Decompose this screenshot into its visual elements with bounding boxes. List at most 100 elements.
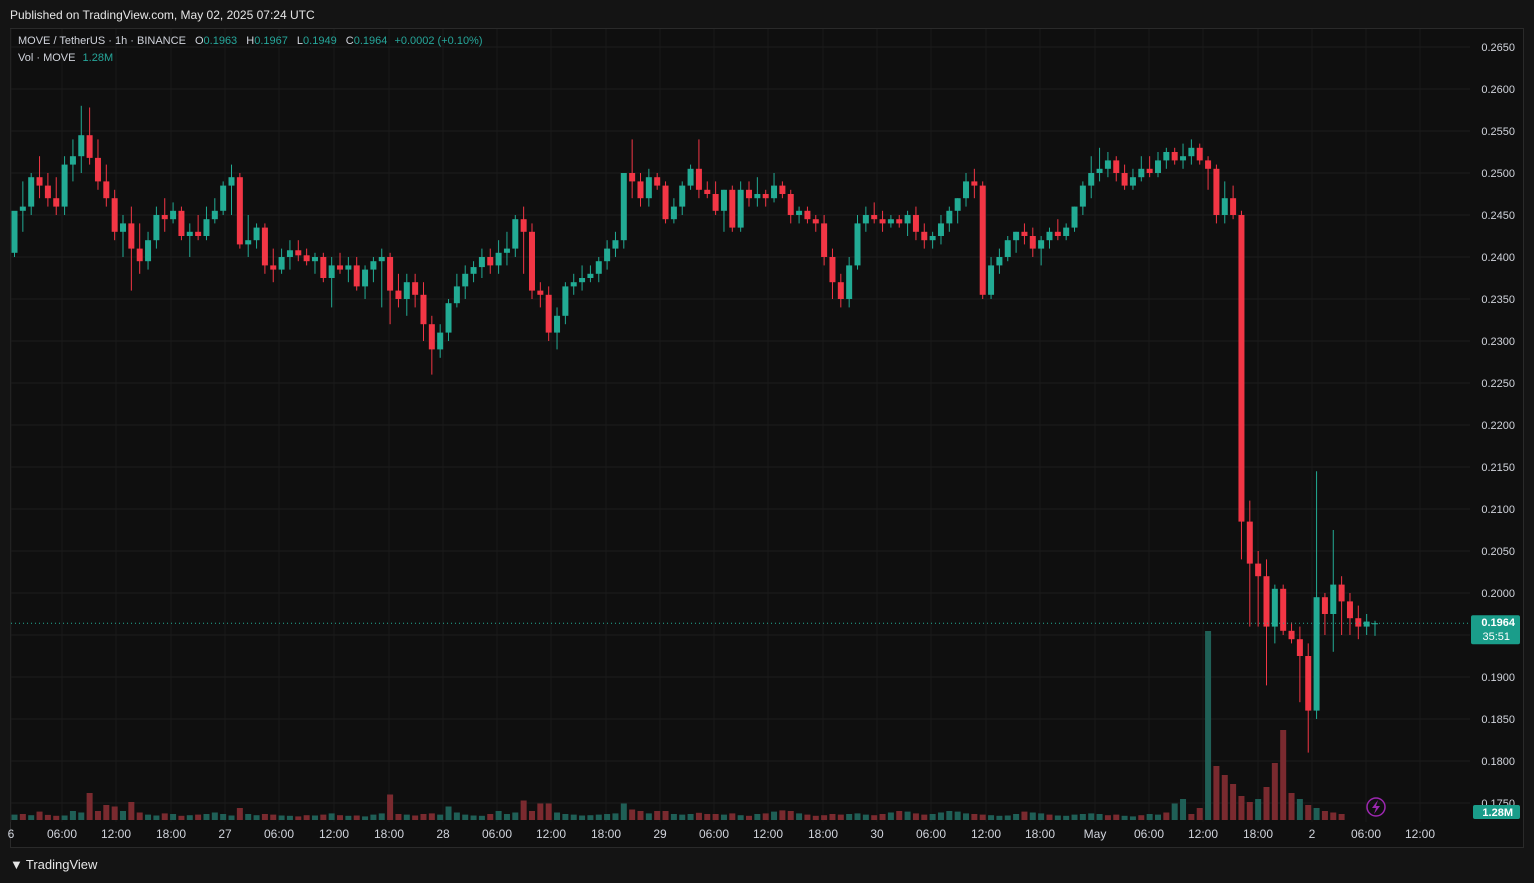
price-tick-label: 0.2400 bbox=[1481, 252, 1515, 264]
tradingview-brand[interactable]: ▼ TradingView bbox=[10, 857, 97, 872]
lightning-icon[interactable] bbox=[1366, 797, 1386, 817]
candle-body bbox=[1346, 601, 1353, 619]
volume-bar bbox=[1263, 787, 1270, 820]
volume-bar bbox=[804, 814, 811, 820]
candle-body bbox=[19, 206, 26, 211]
volume-bar bbox=[1088, 813, 1095, 820]
symbol-legend[interactable]: MOVE / TetherUS · 1h · BINANCE O0.1963 H… bbox=[18, 35, 483, 47]
candle-body bbox=[679, 185, 686, 207]
volume-bar bbox=[1280, 730, 1287, 820]
volume-bar bbox=[111, 806, 118, 820]
volume-bar bbox=[1021, 811, 1028, 820]
candle-body bbox=[1029, 236, 1036, 249]
candle-body bbox=[220, 185, 227, 211]
symbol-title[interactable]: MOVE / TetherUS · 1h · BINANCE bbox=[18, 35, 186, 47]
time-tick-label: 12:00 bbox=[101, 827, 131, 841]
candle-body bbox=[353, 265, 360, 287]
volume-bar bbox=[829, 814, 836, 820]
volume-bar bbox=[1205, 631, 1212, 820]
candle-body bbox=[462, 273, 469, 287]
volume-bar bbox=[871, 815, 878, 820]
volume-bar bbox=[1188, 814, 1195, 820]
volume-bar bbox=[695, 812, 702, 820]
volume-bar bbox=[1138, 815, 1145, 820]
candle-body bbox=[120, 223, 127, 232]
volume-bar bbox=[704, 814, 711, 820]
volume-bar bbox=[1271, 763, 1278, 820]
volume-bar bbox=[261, 814, 268, 820]
candle-body bbox=[1021, 231, 1028, 236]
candle-body bbox=[253, 227, 260, 241]
candle-body bbox=[1096, 168, 1103, 173]
candle-body bbox=[579, 278, 586, 283]
price-tick-label: 0.2050 bbox=[1481, 546, 1515, 558]
volume-bar bbox=[1171, 803, 1178, 820]
candle-body bbox=[478, 257, 485, 268]
candle-body bbox=[821, 223, 828, 257]
candle-body bbox=[378, 257, 385, 262]
last-price-tag bbox=[1471, 615, 1520, 645]
candle-body bbox=[954, 198, 961, 211]
candle-body bbox=[1071, 206, 1078, 228]
candle-body bbox=[111, 198, 118, 232]
published-note: Published on TradingView.com, May 02, 20… bbox=[10, 8, 315, 22]
volume-bar bbox=[629, 809, 636, 820]
candle-body bbox=[1113, 160, 1120, 173]
countdown-label: 35:51 bbox=[1482, 631, 1510, 643]
volume-bar bbox=[1338, 814, 1345, 820]
volume-bar bbox=[1046, 814, 1053, 820]
volume-bar bbox=[1104, 815, 1111, 820]
candle-body bbox=[370, 261, 377, 270]
volume-bar bbox=[1246, 802, 1253, 820]
price-tick-label: 0.2100 bbox=[1481, 504, 1515, 516]
tradingview-logo-icon: ▼ bbox=[10, 857, 23, 872]
volume-bar bbox=[946, 811, 953, 820]
candle-body bbox=[412, 282, 419, 295]
candle-body bbox=[545, 294, 552, 333]
volume-bar bbox=[220, 814, 227, 820]
volume-label[interactable]: Vol · MOVE bbox=[18, 52, 76, 64]
volume-legend[interactable]: Vol · MOVE 1.28M bbox=[18, 52, 113, 64]
candle-body bbox=[387, 257, 394, 291]
candle-body bbox=[879, 219, 886, 224]
volume-bar bbox=[94, 811, 101, 820]
volume-bar bbox=[403, 814, 410, 820]
volume-tag-label: 1.28M bbox=[1482, 807, 1513, 819]
candle-body bbox=[771, 185, 778, 199]
candle-body bbox=[261, 227, 268, 266]
candle-body bbox=[437, 332, 444, 350]
open-value: 0.1963 bbox=[203, 35, 238, 47]
chart-frame[interactable] bbox=[10, 28, 1524, 848]
volume-bar bbox=[345, 815, 352, 820]
volume-bar bbox=[69, 811, 76, 820]
candle-body bbox=[1038, 240, 1045, 249]
price-tick-label: 0.2300 bbox=[1481, 336, 1515, 348]
volume-bar bbox=[837, 814, 844, 820]
candle-body bbox=[554, 315, 561, 333]
candle-body bbox=[1338, 584, 1345, 602]
candle-body bbox=[662, 185, 669, 220]
candle-body bbox=[904, 215, 911, 224]
candle-body bbox=[912, 215, 919, 232]
volume-bar bbox=[153, 815, 160, 820]
volume-bar bbox=[445, 806, 452, 820]
volume-bar bbox=[1121, 815, 1128, 820]
candle-body bbox=[11, 210, 18, 253]
volume-bar bbox=[145, 814, 152, 820]
time-axis: 6 06:00 12:00 18:00 27 06:00 12:00 18:00 28 06:00… bbox=[8, 827, 1436, 841]
candle-body bbox=[170, 210, 177, 220]
candle-body bbox=[1230, 198, 1237, 215]
price-tick-label: 0.1850 bbox=[1481, 714, 1515, 726]
candle-body bbox=[487, 257, 494, 266]
candle-body bbox=[1079, 185, 1086, 207]
time-tick-label: 6 bbox=[8, 827, 15, 841]
top-bar: Published on TradingView.com, May 02, 20… bbox=[0, 0, 1534, 28]
candle-body bbox=[746, 189, 753, 199]
candle-body bbox=[1221, 198, 1228, 215]
volume-bar bbox=[1230, 784, 1237, 820]
candle-body bbox=[195, 231, 202, 236]
candle-body bbox=[1305, 656, 1312, 711]
volume-value: 1.28M bbox=[82, 52, 114, 64]
volume-bar bbox=[412, 815, 419, 820]
